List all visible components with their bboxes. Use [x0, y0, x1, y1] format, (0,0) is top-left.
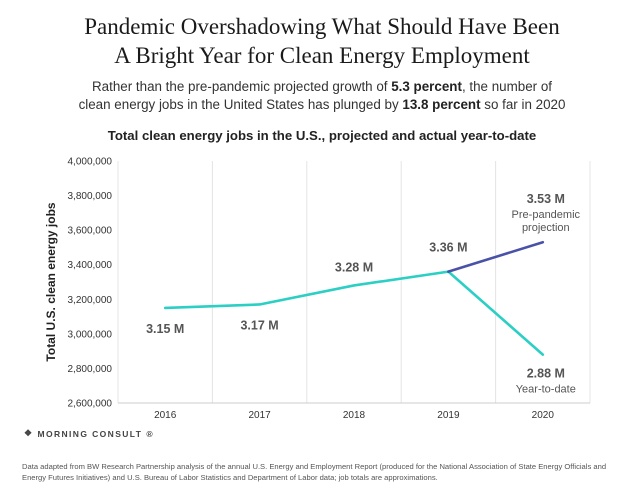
data-label: 3.15 M: [146, 322, 184, 336]
source-note: Data adapted from BW Research Partnershi…: [22, 462, 607, 482]
chart-heading: Total clean energy jobs in the U.S., pro…: [107, 128, 537, 143]
data-label-caption: Pre-pandemic: [512, 209, 581, 221]
x-tick-label: 2020: [532, 410, 555, 421]
brand: ❖ MORNING CONSULT ®: [24, 428, 154, 439]
y-tick-label: 2,800,000: [68, 364, 113, 375]
y-tick-label: 3,400,000: [68, 260, 113, 271]
y-tick-label: 3,200,000: [68, 295, 113, 306]
y-axis-label: Total U.S. clean energy jobs: [44, 202, 58, 361]
y-tick-label: 2,600,000: [68, 399, 113, 410]
brand-name: MORNING CONSULT: [37, 428, 143, 439]
x-tick-label: 2017: [248, 410, 271, 421]
y-tick-label: 4,000,000: [68, 157, 113, 168]
y-tick-label: 3,800,000: [68, 191, 113, 202]
y-tick-label: 3,600,000: [68, 226, 113, 237]
series-line-2: [447, 270, 545, 356]
series-line-1: [163, 270, 450, 310]
data-label: 3.36 M: [429, 241, 467, 255]
x-tick-label: 2019: [437, 410, 460, 421]
x-tick-label: 2018: [343, 410, 366, 421]
subtitle-text-f: so far in 2020: [480, 97, 566, 112]
data-label: 2.88 M: [527, 367, 565, 381]
line-chart: 2,600,000 2,800,000 3,000,000 3,200,000 3,40…: [44, 157, 591, 421]
x-tick-label: 2016: [154, 410, 177, 421]
subtitle: Rather than the pre-pandemic projected g…: [0, 78, 644, 114]
title-line-1: Pandemic Overshadowing What Should Have …: [84, 14, 560, 39]
data-label: 3.28 M: [335, 260, 373, 274]
subtitle-text-c: , the number of: [461, 79, 553, 94]
subtitle-highlight-decline: 13.8 percent: [402, 97, 481, 112]
morning-consult-logo-icon: ❖: [24, 428, 34, 438]
title-line-2: A Bright Year for Clean Energy Employmen…: [114, 43, 530, 68]
subtitle-text-a: Rather than the pre-pandemic projected g…: [91, 79, 392, 94]
page-title: Pandemic Overshadowing What Should Have …: [0, 12, 644, 70]
y-tick-label: 3,000,000: [68, 329, 113, 340]
subtitle-text-d: clean energy jobs in the United States h…: [78, 97, 403, 112]
subtitle-highlight-growth: 5.3 percent: [391, 79, 462, 94]
brand-trademark: ®: [146, 428, 155, 439]
data-label: 3.17 M: [240, 318, 278, 332]
series-line-3: [447, 240, 545, 273]
data-label: 3.53 M: [527, 192, 565, 206]
data-label-caption: Year-to-date: [516, 384, 576, 396]
data-label-caption: projection: [522, 222, 570, 234]
